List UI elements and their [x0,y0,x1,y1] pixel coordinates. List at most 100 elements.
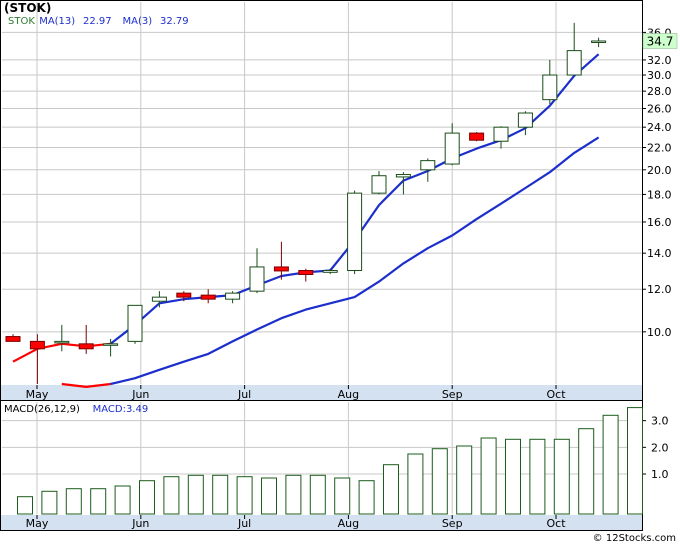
candle-body-up [371,175,387,194]
candle-body-up [566,50,582,76]
macd-legend-item: MACD(26,12,9) [4,404,80,415]
footer-credit: © 12Stocks.com [593,533,676,544]
price-y-tick-label: 30.0 [647,69,672,82]
price-x-axis-bar [1,385,642,400]
macd-bar [139,480,155,515]
last-price-badge: 34.7 [642,33,678,49]
macd-bar [358,480,375,515]
macd-bar [261,477,277,515]
macd-bar [627,407,643,515]
candle-body-down [469,132,485,141]
macd-bar [65,488,82,515]
macd-y-tick-label: 3.0 [651,415,669,428]
macd-x-tick-label: Sep [442,517,463,530]
macd-legend-item: MACD:3.49 [93,404,149,415]
chart-title: (STOK) [4,1,51,15]
price-y-tick-label: 20.0 [647,164,672,177]
macd-bar [41,490,58,515]
price-legend-value: 22.97 [83,16,112,27]
candle [395,172,411,195]
candle-body-up [151,296,167,302]
macd-bar [553,438,570,515]
candle [225,291,241,304]
price-y-tick-label: 32.0 [647,54,672,67]
candle [591,37,607,48]
candle [420,158,436,182]
price-y-tick-label: 28.0 [647,85,672,98]
candle [200,289,216,304]
candle-body-down [200,294,216,300]
macd-bar [285,474,302,515]
macd-bar [334,477,351,515]
candle-body-up [322,270,338,273]
price-y-tick-label: 16.0 [647,216,672,229]
macd-y-tick-label: 1.0 [651,468,669,481]
candle [493,126,509,149]
candle-body-up [420,160,436,171]
last-price-label: 34.7 [647,35,674,49]
candle-body-up [347,192,363,272]
price-panel-frame [0,0,643,401]
candle [29,334,45,384]
candle-body-up [591,40,607,43]
candle-body-up [395,174,411,178]
candle-body-up [444,132,460,165]
candle [566,22,582,76]
macd-bar [114,485,131,515]
macd-x-tick-label: Jun [131,517,149,530]
price-legend: STOK MA(13) 22.97 MA(3) 32.79 [8,16,189,27]
candle [542,59,558,105]
price-legend-item: STOK [8,16,35,27]
price-x-tick-label: Jul [237,388,251,401]
macd-bar [602,414,619,515]
price-y-tick-label: 24.0 [647,121,672,134]
candle-body-down [273,266,289,272]
price-y-axis: 10.0 12.0 14.0 16.0 18.0 20.0 22.0 24.0 26.0 28.0… [642,26,672,339]
candle [273,241,289,280]
ma-13-line-early [61,382,111,388]
candle [127,304,143,344]
price-x-tick-label: May [26,388,49,401]
price-legend-value: 32.79 [160,16,189,27]
candle [298,268,314,282]
candle [103,338,119,357]
macd-x-tick-label: Aug [338,517,359,530]
candle-body-down [298,270,314,276]
macd-bar [407,453,424,515]
candle [322,268,338,275]
price-x-tick-label: Aug [338,388,359,401]
candle [78,324,94,354]
macd-x-tick-label: May [26,517,49,530]
macd-x-tick-label: Jul [237,517,251,530]
macd-bar [187,474,204,515]
candle [249,248,265,294]
macd-bar [431,448,448,515]
macd-bar [17,496,33,515]
candle [347,190,363,275]
price-x-tick-label: Jun [131,388,149,401]
price-y-tick-label: 26.0 [647,102,672,115]
macd-bar [456,445,473,515]
candle-body-down [176,292,192,298]
candle [371,170,387,195]
candle-body-up [225,292,241,300]
candle-body-up [249,266,265,292]
macd-bar [383,464,399,515]
macd-bar [505,438,521,515]
macd-bar-series [17,407,643,515]
ma-13-line [110,136,600,386]
candle [176,291,192,302]
candle [5,334,21,342]
price-x-tick-label: Oct [546,388,566,401]
price-grid [2,2,642,384]
macd-x-axis: May Jun Jul Aug Sep Oct [26,515,566,530]
macd-bar [529,438,546,515]
price-legend-item: MA(13) [39,16,75,27]
candle [54,324,70,352]
macd-x-tick-label: Oct [546,517,566,530]
candlestick-series [5,22,607,384]
candle-body-up [517,112,533,128]
price-y-tick-label: 10.0 [647,326,672,339]
